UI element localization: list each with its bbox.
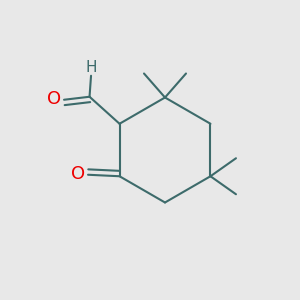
Text: O: O [71,165,85,183]
Text: H: H [85,60,97,75]
Text: O: O [47,90,61,108]
